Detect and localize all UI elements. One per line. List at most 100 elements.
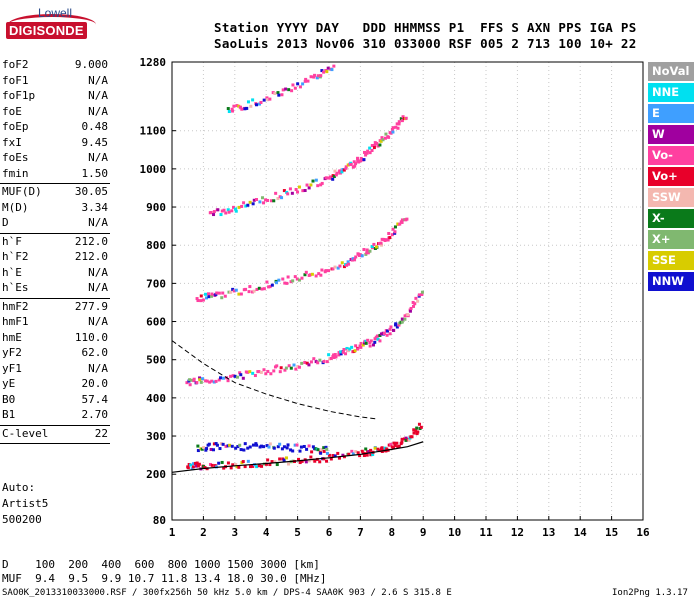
echo-point [212, 210, 216, 214]
echo-point [365, 248, 369, 252]
echo-point [258, 102, 262, 106]
echo-point [280, 447, 284, 451]
echo-point [252, 198, 256, 202]
echo-point [214, 442, 218, 446]
echo-point [356, 156, 360, 160]
echo-point [377, 242, 381, 246]
echo-point [230, 444, 234, 448]
echo-point [258, 200, 262, 204]
echo-point [341, 350, 345, 354]
echo-point [350, 345, 354, 349]
param-value: 22 [94, 426, 108, 440]
echo-point [215, 443, 219, 447]
echo-point [202, 446, 206, 450]
echo-point [322, 70, 326, 74]
echo-point [333, 265, 337, 269]
echo-point [243, 107, 247, 111]
echo-point [207, 442, 211, 446]
echo-point [217, 378, 221, 382]
echo-point [362, 341, 366, 345]
param-row: foE N/A [2, 105, 108, 120]
echo-point [396, 126, 400, 130]
echo-point [237, 104, 241, 108]
x-tick-label: 14 [574, 526, 588, 539]
echo-point [329, 176, 333, 180]
echo-point [303, 360, 307, 364]
echo-point [298, 461, 302, 465]
param-row: h`E N/A [2, 266, 108, 281]
param-value: 3.34 [81, 200, 109, 214]
echo-point [276, 197, 280, 201]
echo-point [415, 426, 419, 430]
echo-point [249, 104, 253, 108]
echo-point [351, 452, 355, 456]
echo-point [390, 233, 394, 237]
echo-point [262, 368, 266, 372]
echo-point [371, 453, 375, 457]
echo-point [316, 184, 320, 188]
echo-point [231, 463, 235, 467]
echo-point [327, 453, 331, 457]
x-tick-label: 3 [231, 526, 238, 539]
echo-point [366, 149, 370, 153]
param-name: foF1 [2, 73, 29, 87]
echo-point [272, 446, 276, 450]
echo-point [209, 294, 213, 298]
echo-point [387, 231, 391, 235]
echo-point [300, 276, 304, 280]
echo-point [278, 442, 282, 446]
echo-point [205, 379, 209, 383]
echo-point [246, 370, 250, 374]
echo-point [345, 346, 349, 350]
echo-point [389, 442, 393, 446]
echo-point [395, 441, 399, 445]
echo-point [192, 462, 196, 466]
echo-point [248, 285, 252, 289]
echo-point [393, 444, 397, 448]
echo-point [301, 189, 305, 193]
echo-point [231, 287, 235, 291]
param-name: hmF2 [2, 299, 29, 313]
echo-point [219, 442, 223, 446]
echo-point [247, 290, 251, 294]
echo-point [230, 107, 234, 111]
echo-point [318, 358, 322, 362]
echo-point [217, 291, 221, 295]
echo-point [338, 264, 342, 268]
echo-point [337, 456, 341, 460]
echo-point [336, 451, 340, 455]
echo-point [267, 285, 271, 289]
legend-item: NNW [648, 272, 694, 291]
echo-point [332, 64, 336, 68]
param-value: 57.4 [81, 392, 109, 406]
echo-point [192, 379, 196, 383]
y-tick-label: 600 [146, 316, 166, 329]
y-tick-label: 900 [146, 201, 166, 214]
param-row: foF2 9.000 [2, 58, 108, 73]
param-name: h`Es [2, 281, 29, 294]
echo-point [314, 274, 318, 278]
echo-point [347, 262, 351, 266]
echo-point [286, 443, 290, 447]
echo-point [380, 446, 384, 450]
echo-point [316, 74, 320, 78]
echo-point [303, 188, 307, 192]
echo-point [400, 220, 404, 224]
param-value: 2.70 [81, 408, 109, 421]
echo-point [389, 131, 393, 135]
echo-point [197, 462, 201, 466]
echo-point [276, 91, 280, 95]
echo-point [389, 325, 393, 329]
echo-point [354, 162, 358, 166]
echo-point [313, 459, 317, 463]
echo-point [254, 442, 258, 446]
autoscale-artist: Artist5 [2, 497, 49, 510]
param-value: N/A [88, 281, 108, 294]
echo-point [291, 279, 295, 283]
echo-point [320, 448, 324, 452]
echo-point [287, 364, 291, 368]
echo-point [412, 431, 416, 435]
echo-point [347, 452, 351, 456]
echo-point [226, 208, 230, 212]
echo-point [246, 459, 250, 463]
